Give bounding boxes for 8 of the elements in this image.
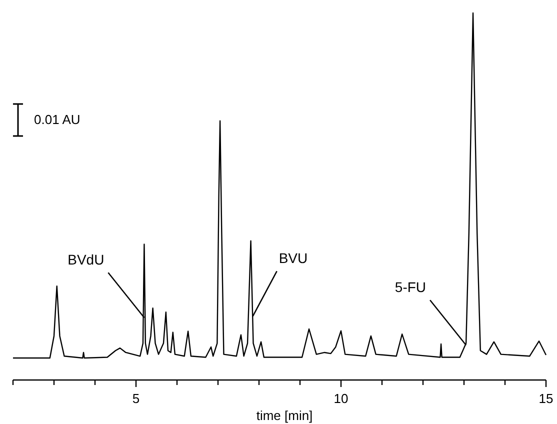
x-tick-label: 15	[538, 391, 554, 406]
x-tick-label: 10	[334, 391, 348, 406]
annotation: BVU	[278, 250, 308, 266]
annotation: BVdU	[68, 252, 104, 268]
annotation: 5-FU	[394, 279, 426, 296]
x-axis-title: time [min]	[256, 408, 313, 423]
x-tick-label: 5	[132, 391, 140, 406]
annotation: 0.01 AU	[34, 112, 80, 127]
